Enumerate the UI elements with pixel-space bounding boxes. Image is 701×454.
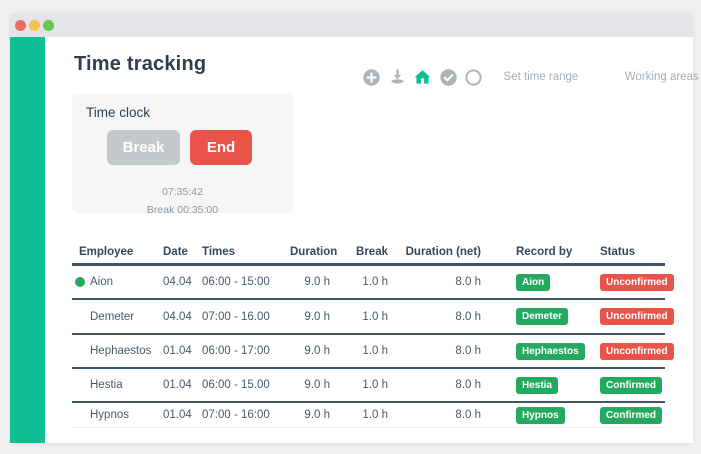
col-record-by: Record by	[516, 245, 573, 258]
record-by-cell: Hestia	[481, 376, 600, 394]
col-break: Break	[356, 245, 388, 258]
employee-cell: Demeter	[72, 311, 163, 323]
table-row[interactable]: Hephaestos 01.04 06:00 - 17:00 9.0 h 1.0…	[72, 335, 674, 369]
employee-name: Demeter	[90, 310, 135, 323]
end-button[interactable]: End	[190, 130, 252, 165]
sidebar	[10, 37, 45, 443]
col-duration: Duration	[290, 245, 338, 258]
active-status-dot	[75, 277, 85, 287]
app-window: Time tracking	[10, 13, 699, 443]
break-cell: 1.0 h	[362, 345, 388, 357]
employee-cell: Aion	[72, 276, 163, 288]
col-duration-net: Duration (net)	[405, 245, 481, 258]
working-areas-link[interactable]: Working areas	[624, 71, 699, 83]
times-cell: 06:00 - 15.00	[202, 379, 270, 391]
duration-net-cell: 8.0 h	[455, 310, 481, 323]
employee-cell: Hephaestos	[72, 345, 163, 357]
add-circle-icon[interactable]	[363, 68, 380, 86]
circle-outline-icon[interactable]	[465, 68, 482, 86]
duration-net-cell: 8.0 h	[455, 276, 481, 288]
record-by-badge: Aion	[516, 273, 551, 291]
employee-cell: Hestia	[72, 379, 163, 391]
break-time: Break 00:35:00	[146, 204, 219, 216]
break-cell: 1.0 h	[362, 310, 388, 323]
duration-net-cell: 8.0 h	[455, 409, 481, 421]
toolbar: Set time range Working areas	[363, 64, 699, 90]
check-circle-icon[interactable]	[439, 68, 457, 86]
duration-net-cell: 8.0 h	[455, 345, 481, 357]
duration-net-cell: 8.0 h	[455, 379, 481, 391]
col-employee: Employee	[79, 245, 134, 258]
times-cell: 07:00 - 16.00	[202, 310, 270, 323]
record-by-cell: Demeter	[481, 308, 600, 325]
duration-cell: 9.0 h	[304, 345, 330, 357]
status-cell: Confirmed	[600, 406, 665, 424]
record-by-badge: Hypnos	[516, 406, 565, 424]
status-cell: Unconfirmed	[600, 273, 674, 291]
time-clock-buttons: Break End	[107, 130, 252, 165]
date-cell: 04.04	[163, 276, 192, 288]
duration-cell: 9.0 h	[304, 310, 330, 323]
status-cell: Confirmed	[600, 376, 665, 394]
time-clock-title: Time clock	[86, 105, 151, 120]
break-cell: 1.0 h	[362, 379, 388, 391]
status-cell: Unconfirmed	[600, 342, 674, 360]
record-by-badge: Hestia	[516, 376, 559, 394]
status-cell: Unconfirmed	[600, 308, 674, 325]
elapsed-time: 07:35:42	[162, 186, 203, 198]
break-button[interactable]: Break	[107, 130, 180, 165]
home-icon[interactable]	[414, 69, 431, 86]
times-cell: 06:00 - 17:00	[202, 345, 270, 357]
record-by-cell: Aion	[481, 273, 600, 291]
status-badge: Unconfirmed	[600, 308, 674, 325]
table-row[interactable]: Hypnos 01.04 07:00 - 16:00 9.0 h 1.0 h 8…	[72, 403, 665, 428]
col-date: Date	[163, 245, 188, 258]
date-cell: 01.04	[163, 379, 192, 391]
table-row[interactable]: Hestia 01.04 06:00 - 15.00 9.0 h 1.0 h 8…	[72, 369, 665, 403]
date-cell: 01.04	[163, 409, 192, 421]
duration-cell: 9.0 h	[304, 276, 330, 288]
date-cell: 01.04	[163, 345, 192, 357]
set-time-range-link[interactable]: Set time range	[503, 71, 579, 83]
table-header-row: Employee Date Times Duration Break Durat…	[72, 240, 665, 266]
date-cell: 04.04	[163, 310, 192, 323]
record-by-badge: Hephaestos	[516, 342, 585, 360]
employee-name: Hestia	[90, 379, 123, 391]
minimize-window-button[interactable]	[29, 19, 40, 31]
col-times: Times	[202, 245, 236, 258]
download-icon[interactable]	[389, 68, 406, 86]
record-by-badge: Demeter	[516, 308, 569, 325]
times-cell: 06:00 - 15:00	[202, 276, 270, 288]
table-row[interactable]: Aion 04.04 06:00 - 15:00 9.0 h 1.0 h 8.0…	[72, 266, 674, 300]
employee-cell: Hypnos	[72, 409, 163, 421]
page-title: Time tracking	[74, 53, 207, 75]
table-row[interactable]: Demeter 04.04 07:00 - 16.00 9.0 h 1.0 h …	[72, 300, 674, 335]
break-cell: 1.0 h	[362, 276, 388, 288]
record-by-cell: Hypnos	[481, 406, 600, 424]
close-window-button[interactable]	[15, 19, 26, 31]
employee-name: Aion	[90, 276, 114, 288]
duration-cell: 9.0 h	[304, 379, 330, 391]
window-titlebar	[10, 13, 693, 37]
status-badge: Confirmed	[600, 406, 662, 424]
time-clock-panel: Time clock Break End 07:35:42 Break 00:3…	[72, 94, 293, 216]
break-cell: 1.0 h	[362, 409, 388, 421]
duration-cell: 9.0 h	[304, 409, 330, 421]
col-status: Status	[600, 245, 636, 258]
status-badge: Unconfirmed	[600, 273, 674, 291]
employee-name: Hephaestos	[90, 345, 152, 357]
time-entries-table: Employee Date Times Duration Break Durat…	[72, 240, 674, 428]
status-badge: Unconfirmed	[600, 342, 674, 360]
times-cell: 07:00 - 16:00	[202, 409, 270, 421]
employee-name: Hypnos	[90, 409, 129, 421]
status-badge: Confirmed	[600, 376, 662, 394]
zoom-window-button[interactable]	[43, 19, 54, 31]
record-by-cell: Hephaestos	[481, 342, 600, 360]
